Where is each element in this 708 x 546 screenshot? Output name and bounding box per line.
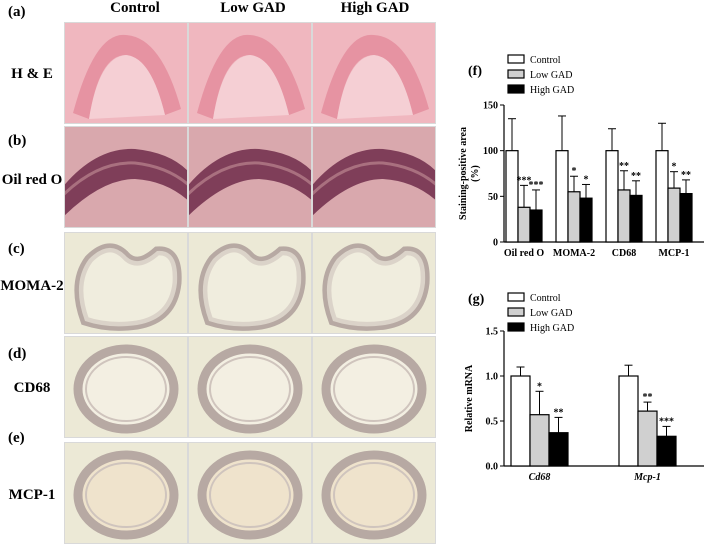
legend-swatch xyxy=(507,54,525,64)
y-axis-label: Staining-positive area(%) xyxy=(458,127,481,220)
significance-label: * xyxy=(537,381,542,392)
bar-control xyxy=(555,150,569,243)
significance-label: *** xyxy=(517,175,532,186)
micrograph-oil-low-gad xyxy=(188,126,312,228)
y-tick-label: 0.5 xyxy=(486,417,499,428)
row-label-cd68: CD68 xyxy=(13,380,51,396)
row-label-oil-red-o: Oil red O xyxy=(1,172,63,188)
significance-label: *** xyxy=(529,180,544,191)
bar-control xyxy=(618,375,639,467)
legend-label: Low GAD xyxy=(530,308,573,319)
bar-low-gad xyxy=(617,189,631,243)
significance-label: * xyxy=(672,162,677,173)
significance-label: ** xyxy=(631,171,641,182)
bar-control xyxy=(655,150,669,243)
panel-letter-g: (g) xyxy=(468,292,485,307)
micrograph-mcp-control xyxy=(64,442,188,544)
y-tick-label: 0 xyxy=(493,238,498,249)
bar-high-gad xyxy=(579,197,593,243)
legend-swatch xyxy=(507,307,525,317)
significance-label: ** xyxy=(619,161,629,172)
legend-label: Control xyxy=(530,55,561,66)
panel-letter-b: (b) xyxy=(8,133,27,149)
micrograph-moma-low-gad xyxy=(188,232,312,334)
micrograph-cd68-high-gad xyxy=(312,336,436,438)
y-tick-label: 50 xyxy=(488,192,498,203)
micrograph-cd68-low-gad xyxy=(188,336,312,438)
category-label: Cd68 xyxy=(529,472,551,483)
significance-label: *** xyxy=(659,416,674,427)
significance-label: * xyxy=(584,174,589,185)
micrograph-mcp-high-gad xyxy=(312,442,436,544)
panel-letter-a: (a) xyxy=(8,4,26,20)
micrograph-mcp-low-gad xyxy=(188,442,312,544)
row-label-he: H & E xyxy=(11,66,53,82)
legend-label: High GAD xyxy=(530,85,574,96)
category-label: Mcp-1 xyxy=(633,472,661,483)
panel-letter-c: (c) xyxy=(8,241,25,257)
bar-control xyxy=(605,150,619,243)
bar-low-gad xyxy=(567,191,581,243)
micrograph-he-high-gad xyxy=(312,22,436,124)
bar-low-gad xyxy=(529,414,550,467)
category-label: MCP-1 xyxy=(658,248,689,259)
bar-control xyxy=(510,375,531,467)
bar-low-gad xyxy=(637,410,658,467)
category-label: MOMA-2 xyxy=(553,248,595,259)
micrograph-oil-high-gad xyxy=(312,126,436,228)
bar-low-gad xyxy=(667,187,681,243)
y-tick-label: 1.5 xyxy=(486,327,499,338)
micrograph-cd68-control xyxy=(64,336,188,438)
legend-swatch xyxy=(507,322,525,332)
column-header-low-gad: Low GAD xyxy=(220,0,286,16)
bar-low-gad xyxy=(517,206,531,243)
bar-high-gad xyxy=(656,435,677,467)
y-tick-label: 1.0 xyxy=(486,372,499,383)
panel-letter-d: (d) xyxy=(8,346,27,362)
significance-label: ** xyxy=(554,407,564,418)
legend-label: High GAD xyxy=(530,323,574,334)
y-tick-label: 100 xyxy=(483,146,498,157)
panel-letter-e: (e) xyxy=(8,430,25,446)
bar-high-gad xyxy=(679,192,693,243)
y-tick-label: 150 xyxy=(483,101,498,112)
bar-high-gad xyxy=(548,432,569,467)
significance-label: ** xyxy=(643,392,653,403)
legend-swatch xyxy=(507,292,525,302)
y-tick-label: 0.0 xyxy=(486,462,499,473)
micrograph-moma-control xyxy=(64,232,188,334)
category-label: CD68 xyxy=(612,248,636,259)
row-label-moma2: MOMA-2 xyxy=(0,278,64,294)
significance-label: ** xyxy=(681,170,691,181)
bar-high-gad xyxy=(529,209,543,243)
micrograph-he-control xyxy=(64,22,188,124)
micrograph-oil-control xyxy=(64,126,188,228)
column-header-control: Control xyxy=(110,0,160,16)
micrograph-moma-high-gad xyxy=(312,232,436,334)
legend-swatch xyxy=(507,69,525,79)
bar-high-gad xyxy=(629,194,643,243)
legend-swatch xyxy=(507,84,525,94)
bar-control xyxy=(505,150,519,243)
legend-label: Control xyxy=(530,293,561,304)
y-axis-label: Relative mRNA xyxy=(464,364,475,432)
row-label-mcp1: MCP-1 xyxy=(8,487,56,503)
category-label: Oil red O xyxy=(504,248,545,259)
panel-letter-f: (f) xyxy=(468,64,482,79)
significance-label: * xyxy=(572,166,577,177)
legend-label: Low GAD xyxy=(530,70,573,81)
micrograph-he-low-gad xyxy=(188,22,312,124)
column-header-high-gad: High GAD xyxy=(340,0,410,16)
